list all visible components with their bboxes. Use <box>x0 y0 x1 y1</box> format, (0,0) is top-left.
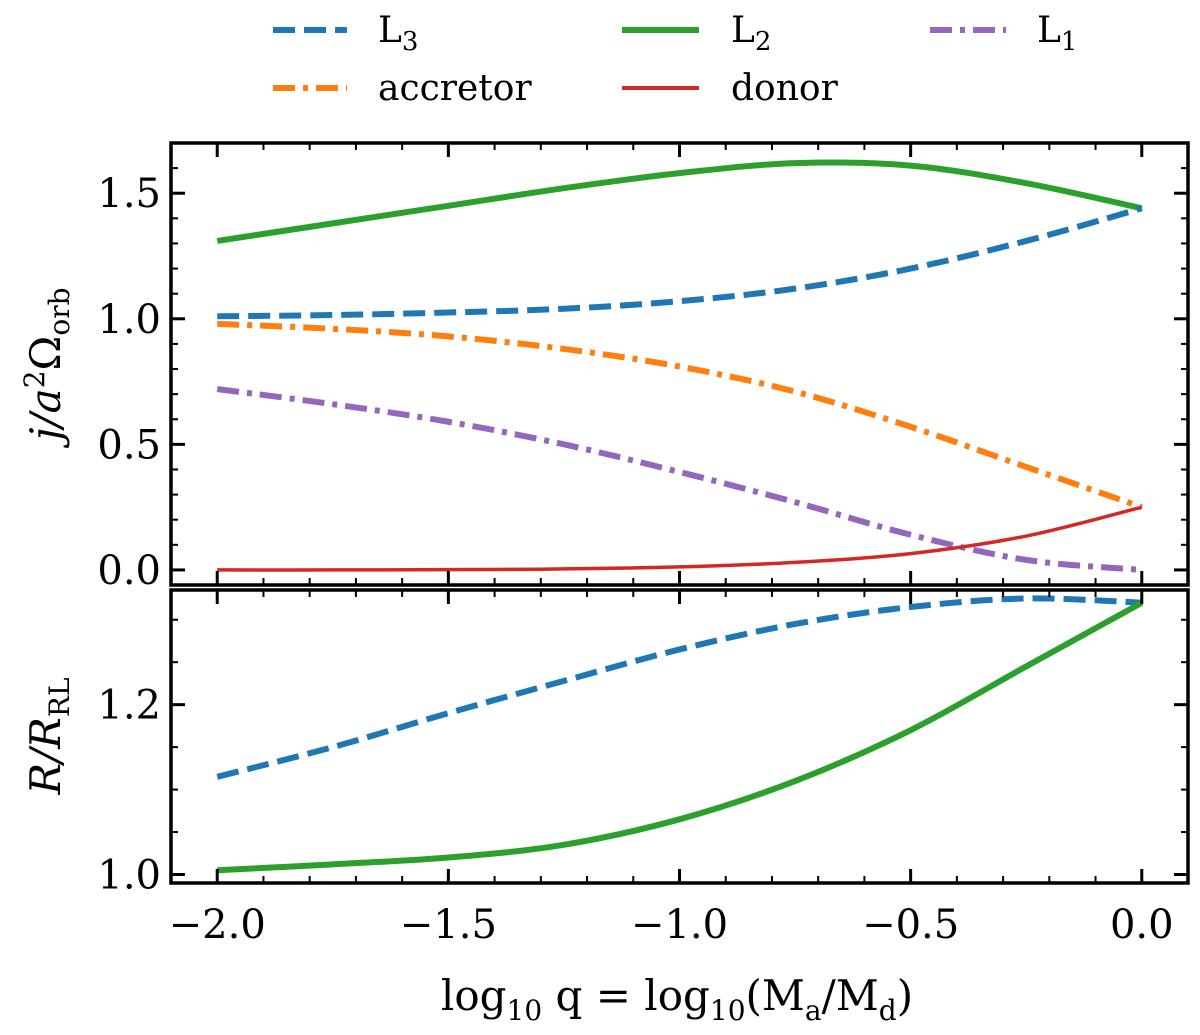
x-tick-label: −1.5 <box>400 902 497 948</box>
legend-entry-donor: donor <box>622 68 839 109</box>
top-series-l1 <box>216 386 1143 573</box>
bottom-ylabel: R/RRL <box>21 677 76 795</box>
bottom-ytick-label: 1.0 <box>97 853 161 899</box>
top-series-accretor <box>217 320 1143 510</box>
legend-label-l2: L2 <box>731 10 771 57</box>
top-series-l3 <box>217 205 1143 320</box>
bottom-frame <box>169 588 1190 885</box>
top-series-l2 <box>216 159 1143 244</box>
panel-top: 0.0 0.5 1.0 1.5 j/a2Ωorb <box>18 141 1190 594</box>
x-tick-label: 0.0 <box>1110 902 1174 948</box>
legend-entry-accretor: accretor <box>273 68 532 109</box>
panel-bottom: 1.0 1.2 R/RRL <box>21 588 1190 899</box>
legend-label-l3: L3 <box>378 10 418 57</box>
x-axis-label: log10 q = log10(Ma/Md) <box>441 971 913 1027</box>
bottom-ticks: 1.0 1.2 <box>97 590 1189 899</box>
legend-label-accretor: accretor <box>378 68 532 109</box>
legend-label-l1: L1 <box>1037 10 1077 57</box>
legend-entry-l1: L1 <box>930 10 1077 57</box>
x-tick-label: −0.5 <box>862 902 959 948</box>
bottom-series-l2 <box>217 600 1144 874</box>
x-tick-labels: −2.0 −1.5 −1.0 −0.5 0.0 <box>169 902 1174 948</box>
legend: L3 L2 L1 accretor donor <box>273 10 1077 109</box>
top-ytick-label: 1.5 <box>97 171 161 217</box>
top-series-donor <box>217 505 1143 572</box>
legend-entry-l2: L2 <box>622 10 771 57</box>
top-ytick-label: 0.0 <box>97 548 161 594</box>
top-series <box>216 159 1143 573</box>
top-frame <box>169 141 1190 587</box>
x-tick-label: −1.0 <box>631 902 728 948</box>
bottom-ytick-label: 1.2 <box>97 683 161 729</box>
bottom-series <box>216 595 1144 874</box>
top-ytick-label: 1.0 <box>97 297 161 343</box>
top-ytick-label: 0.5 <box>97 422 161 468</box>
bottom-series-l3 <box>216 595 1142 780</box>
top-ticks: 0.0 0.5 1.0 1.5 <box>97 143 1189 594</box>
top-ylabel: j/a2Ωorb <box>18 287 76 448</box>
x-tick-label: −2.0 <box>169 902 266 948</box>
legend-label-donor: donor <box>731 68 839 109</box>
legend-entry-l3: L3 <box>273 10 418 57</box>
